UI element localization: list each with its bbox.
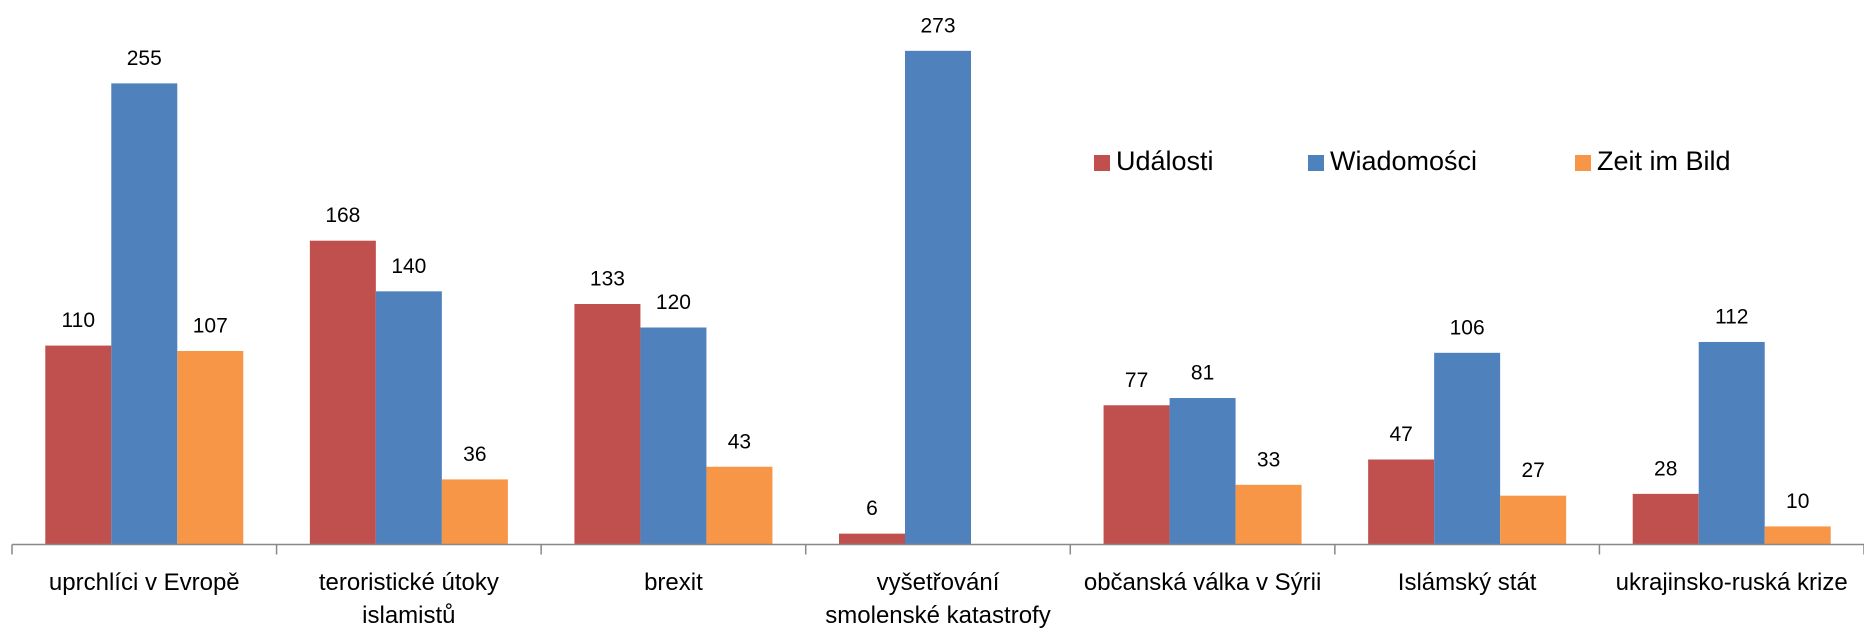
legend-label: Události	[1116, 146, 1214, 176]
x-tick-label: ukrajinsko-ruská krize	[1615, 569, 1848, 596]
data-label: 110	[62, 309, 95, 332]
bar	[1500, 495, 1567, 545]
data-label: 273	[920, 14, 955, 37]
data-label: 33	[1257, 448, 1280, 471]
bar	[1169, 398, 1236, 545]
data-label: 133	[590, 268, 625, 291]
bar	[1368, 459, 1435, 545]
data-label: 81	[1191, 362, 1214, 385]
data-label: 43	[728, 430, 751, 453]
data-label: 6	[866, 497, 878, 520]
data-label: 106	[1450, 316, 1485, 339]
legend-label: Zeit im Bild	[1597, 146, 1731, 176]
data-label: 10	[1786, 490, 1809, 513]
x-tick-label: teroristické útoky islamistů	[318, 569, 499, 629]
data-label: 112	[1715, 306, 1748, 329]
bar	[309, 240, 376, 545]
data-label: 36	[463, 443, 486, 466]
data-label: 140	[391, 255, 426, 278]
x-tick-label: uprchlíci v Evropě	[48, 569, 240, 596]
legend-marker	[1575, 155, 1591, 171]
bar	[1698, 341, 1765, 545]
bar	[375, 291, 442, 545]
data-label: 27	[1521, 459, 1544, 482]
bar	[839, 533, 905, 545]
bar	[1235, 484, 1302, 545]
data-label: 107	[193, 315, 228, 338]
legend-marker	[1094, 155, 1110, 171]
x-tick-label: brexit	[644, 569, 703, 596]
data-label: 168	[325, 204, 360, 227]
bar	[177, 351, 244, 545]
data-label: 47	[1389, 423, 1412, 446]
data-label: 28	[1654, 457, 1677, 480]
bar	[706, 466, 773, 545]
bar	[1103, 405, 1170, 545]
legend-marker	[1308, 155, 1324, 171]
x-tick-label: občanská válka v Sýrii	[1083, 569, 1322, 596]
data-label: 120	[656, 291, 691, 314]
data-label: 77	[1125, 369, 1148, 392]
bar	[1632, 493, 1699, 545]
legend-label: Wiadomości	[1330, 146, 1477, 176]
x-tick-label: vyšetřování smolenské katastrofy	[825, 569, 1051, 629]
bar	[1764, 526, 1831, 545]
bar	[441, 479, 508, 545]
bar	[905, 50, 971, 545]
bar	[111, 83, 178, 545]
bar	[45, 345, 112, 545]
bar	[640, 327, 707, 545]
bar	[1434, 352, 1501, 545]
x-tick-label: Islámský stát	[1397, 569, 1537, 596]
data-label: 255	[127, 47, 162, 70]
bar	[574, 303, 641, 545]
